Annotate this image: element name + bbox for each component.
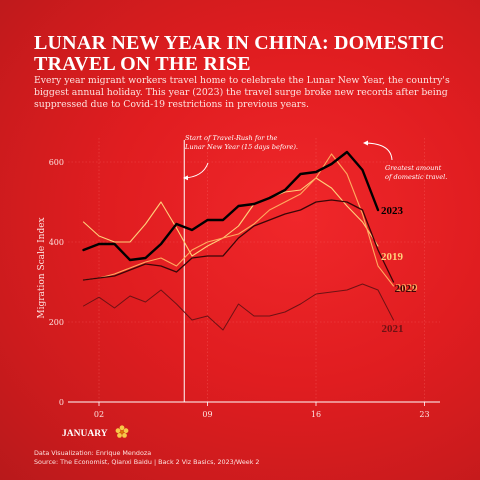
x-tick-label: 23: [419, 410, 429, 419]
flower-icon: [115, 425, 129, 438]
series-label-2019: 2019: [381, 251, 404, 263]
travel-rush-annotation-line-2: Lunar New Year (15 days before).: [184, 143, 298, 151]
page-subtitle: Every year migrant workers travel home t…: [34, 75, 450, 110]
y-axis-label: Migration Scale Index: [37, 217, 47, 318]
greatest-arrow: [363, 140, 393, 161]
travel-rush-arrow: [183, 162, 209, 181]
travel-rush-annotation: Start of Travel-Rush for the Lunar New Y…: [184, 134, 298, 151]
series-line-2020: [82, 153, 395, 287]
x-tick-label: 02: [94, 410, 104, 419]
footer-source: Source: The Economist, Qianxi Baidu | Ba…: [34, 458, 260, 466]
page-title: LUNAR NEW YEAR IN CHINA: DOMESTIC TRAVEL…: [34, 32, 445, 75]
y-tick-label: 600: [49, 158, 64, 167]
footer-credit: Data Visualization: Enrique Mendoza: [34, 449, 152, 457]
series-label-2023: 2023: [381, 205, 404, 217]
greatest-annotation: Greatest amount of domestic travel.: [385, 164, 447, 181]
chart-axes: 0 200 400 600 02 09 16 23: [49, 140, 440, 419]
series-label-2022: 2022: [395, 283, 418, 295]
footer: Data Visualization: Enrique Mendoza Sour…: [34, 449, 260, 467]
x-tick-label: 16: [311, 410, 321, 419]
series-line-2021: [83, 283, 394, 331]
series-label-2020: 2020: [396, 282, 419, 294]
y-tick-label: 400: [49, 238, 64, 247]
series-line-2022: [82, 199, 395, 283]
greatest-annotation-line-2: of domestic travel.: [385, 173, 447, 181]
chart-grid: [68, 138, 440, 402]
chart-series: [82, 150, 395, 331]
series-line-2019: [82, 177, 379, 257]
y-tick-label: 0: [59, 398, 64, 407]
greatest-annotation-line-1: Greatest amount: [385, 164, 442, 172]
series-label-2021: 2021: [382, 323, 404, 335]
x-tick-label: 09: [202, 410, 212, 419]
month-label: JANUARY: [62, 429, 108, 439]
series-line-2023: [82, 150, 380, 262]
y-tick-label: 200: [49, 318, 64, 327]
travel-rush-annotation-line-1: Start of Travel-Rush for the: [185, 134, 277, 142]
